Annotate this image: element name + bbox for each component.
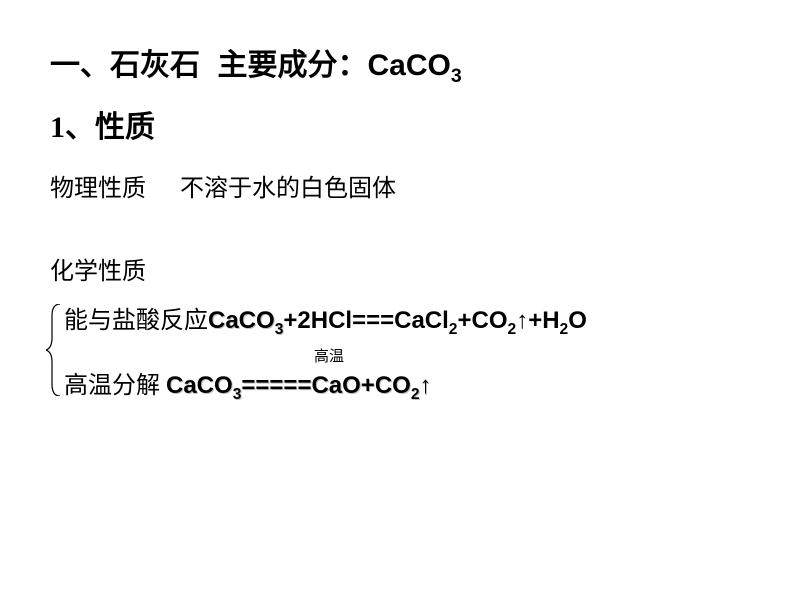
- reaction-2: 高温 高温分解 CaCO3=====CaO+CO2↑: [64, 365, 750, 400]
- section-label: 一、石灰石: [50, 49, 200, 82]
- reaction-block: 能与盐酸反应CaCO3+2HCl===CaCl2+CO2↑+H2O 高温 高温分…: [50, 300, 750, 400]
- r2-s2: 2: [411, 386, 420, 403]
- r1-f1: CaCO: [208, 307, 275, 334]
- r2-f3: ↑: [420, 372, 432, 399]
- reaction-1: 能与盐酸反应CaCO3+2HCl===CaCl2+CO2↑+H2O: [64, 300, 750, 335]
- brace-icon: [46, 304, 64, 396]
- reaction1-prefix: 能与盐酸反应: [64, 308, 208, 334]
- component-formula-sub: 3: [451, 65, 462, 87]
- physical-label: 物理性质: [50, 176, 146, 202]
- physical-desc: 不溶于水的白色固体: [180, 176, 396, 202]
- slide-content: 一、石灰石 主要成分：CaCO3 1、性质 物理性质 不溶于水的白色固体 化学性…: [0, 0, 800, 440]
- r1-f3: +CO: [457, 307, 507, 334]
- reaction1-formula: CaCO3+2HCl===CaCl2+CO2↑+H2O: [208, 307, 587, 334]
- r2-f1: CaCO: [166, 372, 233, 399]
- r1-s4: 2: [560, 321, 569, 338]
- reaction2-condition: 高温: [314, 345, 344, 366]
- component-formula-prefix: CaCO: [368, 49, 451, 82]
- r1-f5: O: [568, 307, 587, 334]
- main-component: 主要成分：CaCO3: [218, 49, 462, 82]
- r1-s3: 2: [508, 321, 517, 338]
- reaction2-formula: CaCO3=====CaO+CO2↑: [166, 372, 432, 399]
- chemical-label: 化学性质: [50, 251, 750, 286]
- reaction2-prefix: 高温分解: [64, 373, 166, 399]
- r2-f2: =====CaO+CO: [241, 372, 410, 399]
- physical-property-line: 物理性质 不溶于水的白色固体: [50, 168, 750, 203]
- subsection-number: 1、性质: [50, 102, 750, 146]
- r1-f2: +2HCl===CaCl: [283, 307, 448, 334]
- component-label: 主要成分：: [218, 49, 368, 82]
- r1-f4: ↑+H: [516, 307, 559, 334]
- heading-line: 一、石灰石 主要成分：CaCO3: [50, 40, 750, 84]
